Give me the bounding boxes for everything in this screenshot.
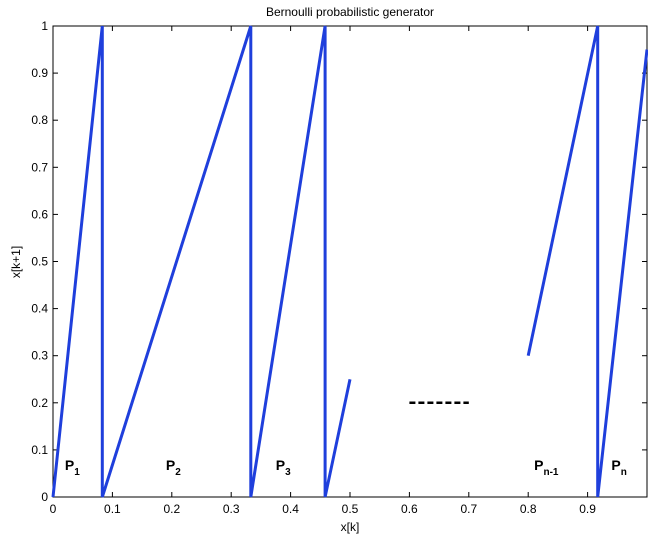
region-label-pn: Pn	[611, 457, 626, 478]
region-label-subscript: n-1	[543, 467, 558, 478]
y-axis-title: x[k+1]	[9, 246, 23, 278]
y-tick-label: 0	[41, 490, 48, 504]
x-tick-label: 0.8	[520, 502, 537, 516]
region-label-subscript: 3	[285, 467, 291, 478]
y-tick-label: 0.8	[31, 113, 48, 127]
region-label-base: P	[65, 457, 74, 473]
region-label-p3: P3	[276, 457, 291, 478]
y-tick-label: 0.5	[31, 255, 48, 269]
x-tick-label: 0.9	[579, 502, 596, 516]
region-label-p1: P1	[65, 457, 80, 478]
series-line-1	[51, 25, 352, 498]
region-label-p2: P2	[166, 457, 181, 478]
region-label-base: P	[611, 457, 620, 473]
region-label-base: P	[276, 457, 285, 473]
x-axis-title: x[k]	[341, 520, 360, 534]
y-tick-label: 0.6	[31, 207, 48, 221]
plot-area: 0 0.1 0.2 0.3 0.4 0.5 0.6 0.7 0.8 0.9 0 0.1 0.2 0.3 0.…	[31, 19, 648, 516]
region-label-subscript: 2	[175, 467, 181, 478]
x-tick-label: 0.5	[342, 502, 359, 516]
plot-frame	[52, 25, 648, 498]
x-tick-label: 0.1	[104, 502, 121, 516]
y-tick-label: 0.7	[31, 160, 48, 174]
chart-title: Bernoulli probabilistic generator	[266, 5, 434, 19]
x-tick-label: 0.3	[223, 502, 240, 516]
y-tick-label: 0.9	[31, 66, 48, 80]
series-line-2	[526, 25, 648, 498]
region-label-subscript: 1	[74, 467, 80, 478]
x-tick-label: 0.2	[163, 502, 180, 516]
region-label-subscript: n	[621, 467, 627, 478]
y-tick-label: 0.3	[31, 349, 48, 363]
x-tick-label: 0	[50, 502, 57, 516]
region-label-base: P	[166, 457, 175, 473]
x-tick-label: 0.4	[282, 502, 299, 516]
x-tick-label: 0.6	[401, 502, 418, 516]
y-tick-label: 1	[41, 19, 48, 33]
y-tick-label: 0.1	[31, 443, 48, 457]
region-label-pn-1: Pn-1	[534, 457, 559, 478]
y-tick-label: 0.4	[31, 302, 48, 316]
region-label-base: P	[534, 457, 543, 473]
x-tick-label: 0.7	[460, 502, 477, 516]
y-tick-label: 0.2	[31, 396, 48, 410]
